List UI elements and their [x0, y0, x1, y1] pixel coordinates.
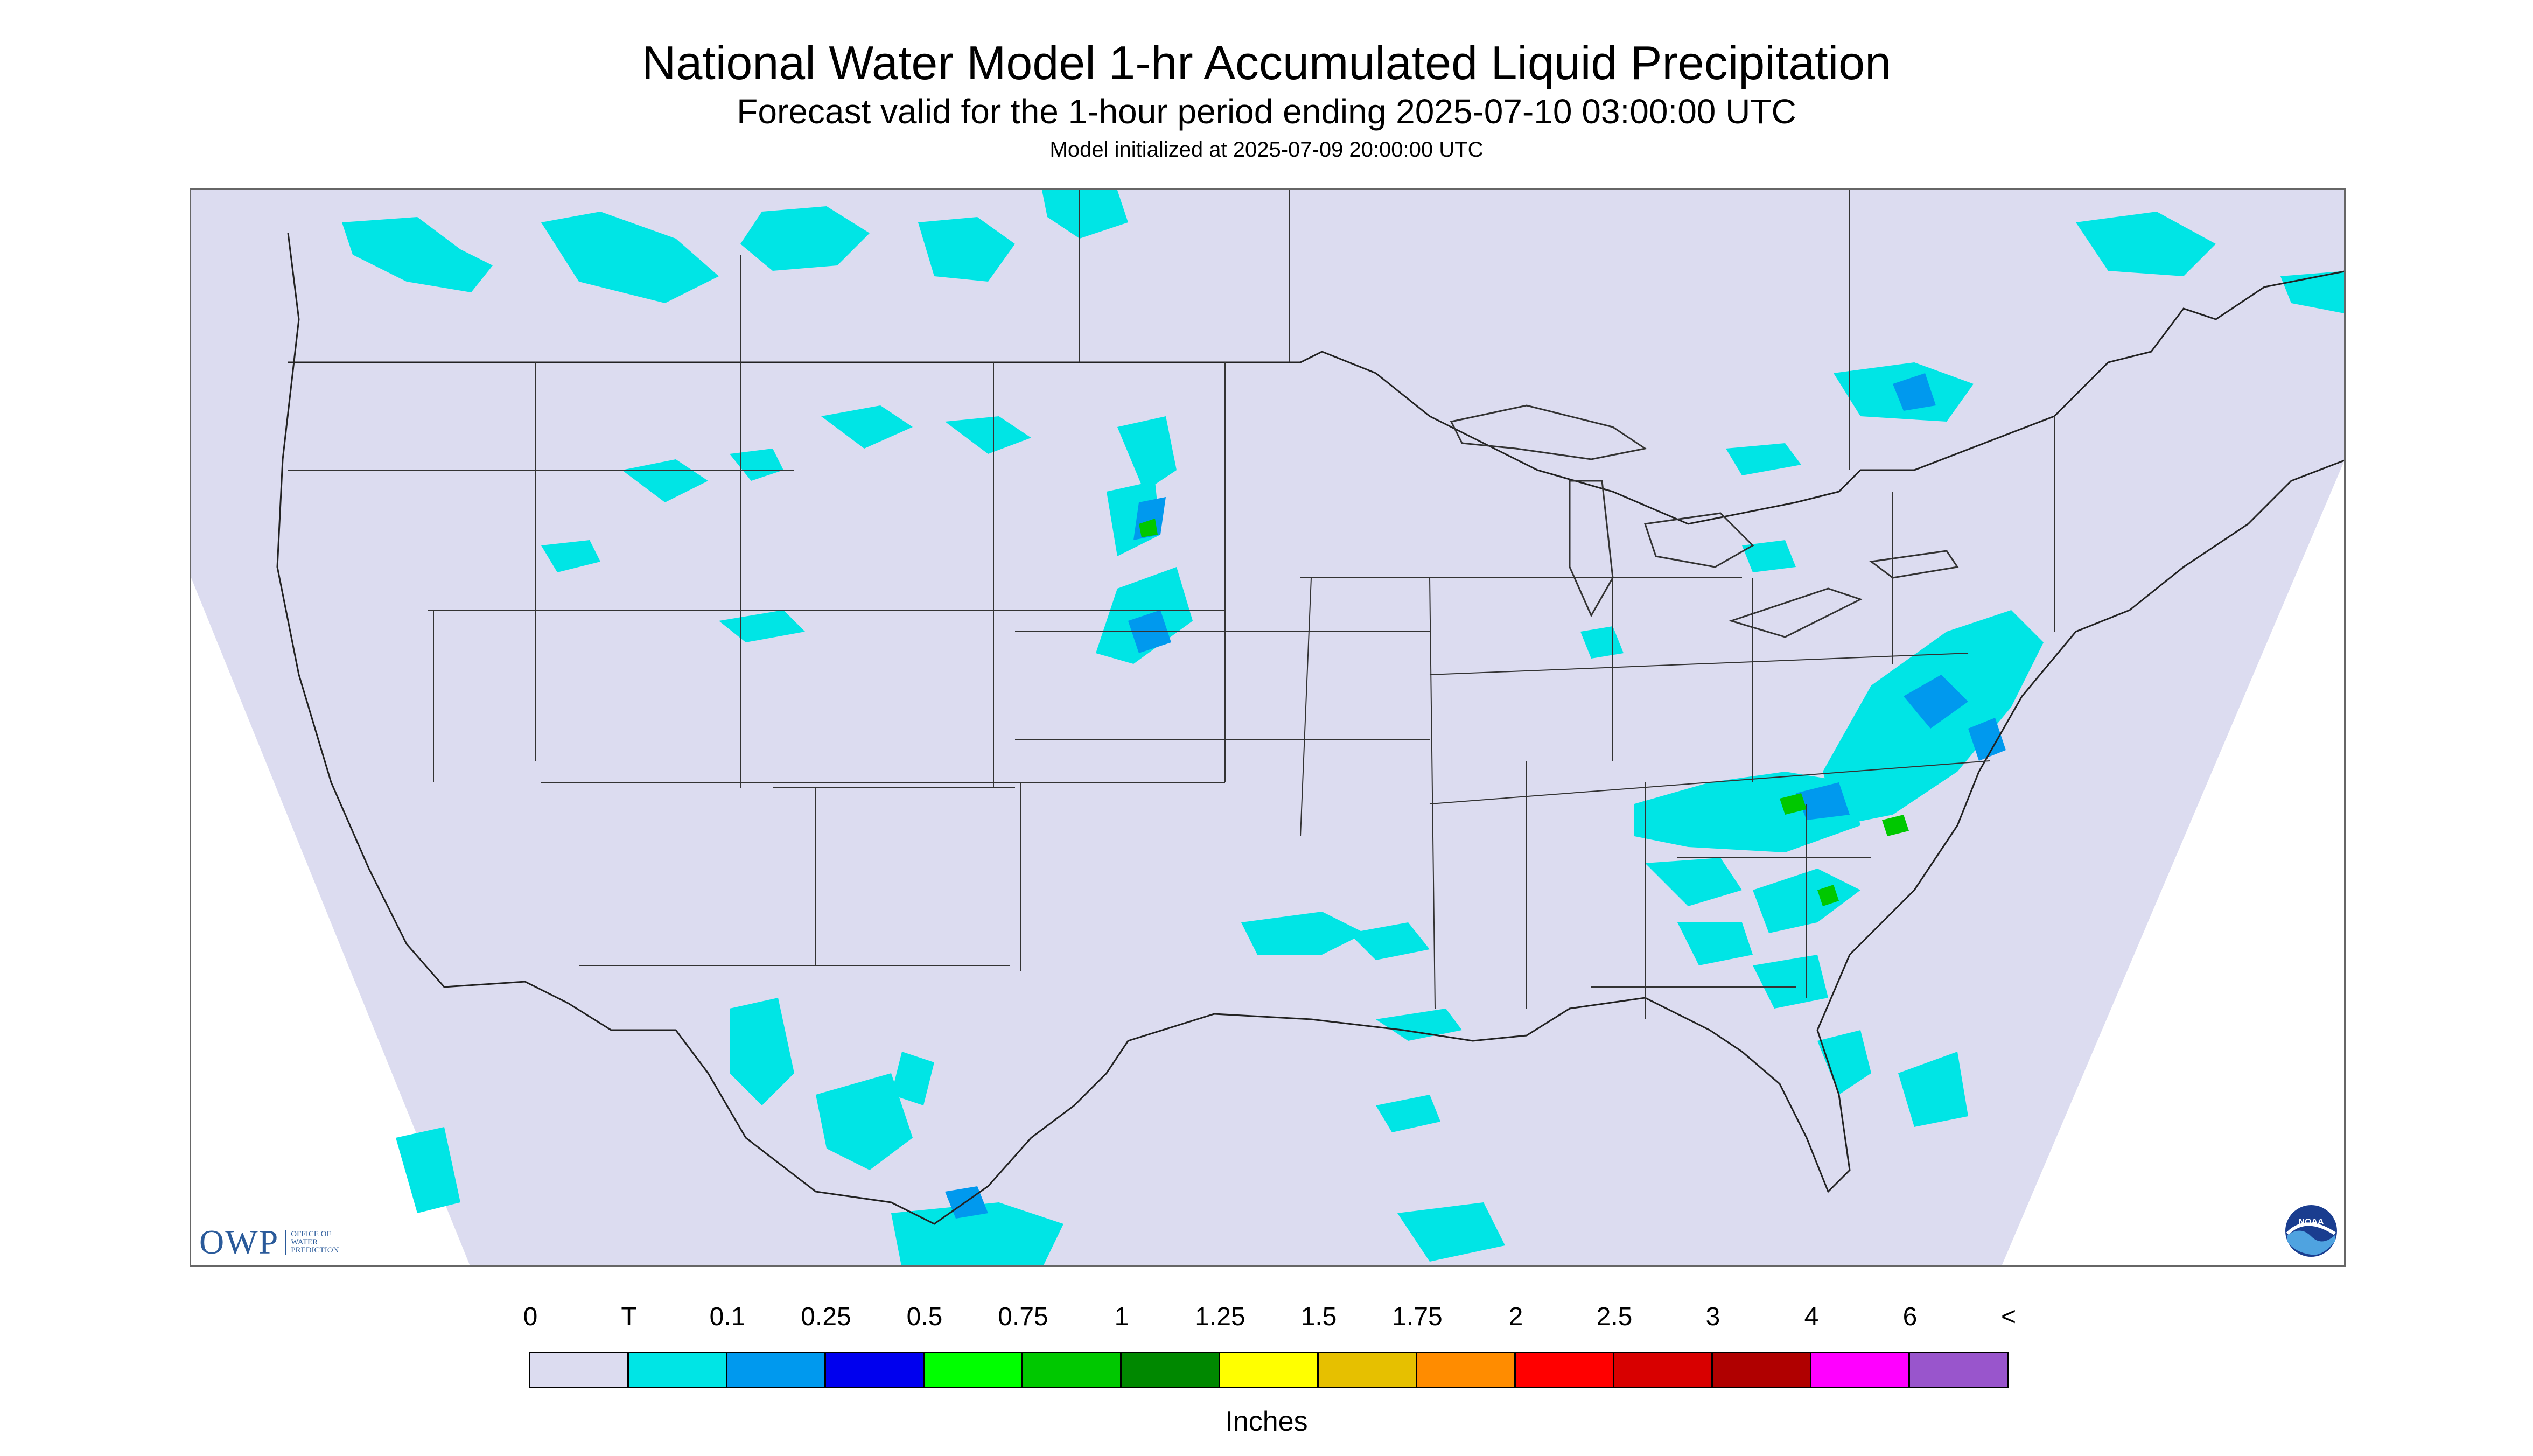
legend-swatch [1319, 1353, 1417, 1387]
legend-swatch [1811, 1353, 1910, 1387]
legend-label: 6 [1902, 1303, 1918, 1331]
legend-units: Inches [1225, 1406, 1308, 1437]
precip-areas-heavy [1139, 519, 1909, 906]
model-init-time: Model initialized at 2025-07-09 20:00:00… [1049, 138, 1484, 162]
legend-label: 0.1 [709, 1303, 746, 1331]
legend-swatch [727, 1353, 826, 1387]
legend-swatch [1023, 1353, 1122, 1387]
owp-logo-line: PREDICTION [291, 1245, 339, 1255]
legend-label: 1.75 [1392, 1303, 1443, 1331]
model-domain [191, 190, 2344, 1265]
precipitation-map[interactable] [190, 188, 2346, 1267]
precip-areas [342, 190, 2344, 1265]
legend-colorbar [529, 1352, 2009, 1388]
state-boundaries [288, 190, 2055, 1019]
legend-swatch [530, 1353, 629, 1387]
great-lakes [1450, 404, 1959, 638]
us-canada-border [288, 270, 2344, 525]
legend-label: 0.5 [906, 1303, 943, 1331]
owp-logo-subtitle: OFFICE OF WATER PREDICTION [285, 1230, 339, 1255]
map-canvas [191, 190, 2344, 1265]
legend-label: T [621, 1303, 637, 1331]
legend-label: 0 [523, 1303, 538, 1331]
noaa-logo-text: NOAA [2298, 1217, 2324, 1227]
legend-label: 4 [1804, 1303, 1819, 1331]
legend-label: 2.5 [1596, 1303, 1633, 1331]
legend-swatch [1220, 1353, 1319, 1387]
legend-swatch [1516, 1353, 1614, 1387]
owp-logo: OWP OFFICE OF WATER PREDICTION [199, 1222, 339, 1262]
legend-swatch [629, 1353, 727, 1387]
legend-label: 1.5 [1300, 1303, 1337, 1331]
legend-swatch [1910, 1353, 2007, 1387]
legend-label: 1 [1114, 1303, 1129, 1331]
coastline [276, 233, 2344, 1225]
legend-swatch [925, 1353, 1023, 1387]
legend-label: < [2000, 1303, 2017, 1331]
legend-labels: 0 T 0.1 0.25 0.5 0.75 1 1.25 1.5 1.75 2 2.5 3 4 6 < [0, 1302, 2533, 1334]
noaa-logo: NOAA [2285, 1205, 2337, 1257]
owp-logo-line: WATER [291, 1237, 318, 1247]
map-title: National Water Model 1-hr Accumulated Li… [641, 36, 1892, 89]
legend-label: 2 [1508, 1303, 1523, 1331]
legend-label: 3 [1705, 1303, 1720, 1331]
legend-swatch [1713, 1353, 1811, 1387]
owp-logo-line: OFFICE OF [291, 1229, 331, 1238]
legend-label: 0.75 [998, 1303, 1048, 1331]
legend-swatch [1417, 1353, 1516, 1387]
legend-label: 0.25 [801, 1303, 851, 1331]
legend-swatch [1122, 1353, 1220, 1387]
legend-swatch [826, 1353, 925, 1387]
legend-swatch [1614, 1353, 1713, 1387]
owp-logo-mark: OWP [199, 1223, 279, 1261]
legend-label: 1.25 [1195, 1303, 1245, 1331]
map-subtitle: Forecast valid for the 1-hour period end… [737, 92, 1796, 131]
